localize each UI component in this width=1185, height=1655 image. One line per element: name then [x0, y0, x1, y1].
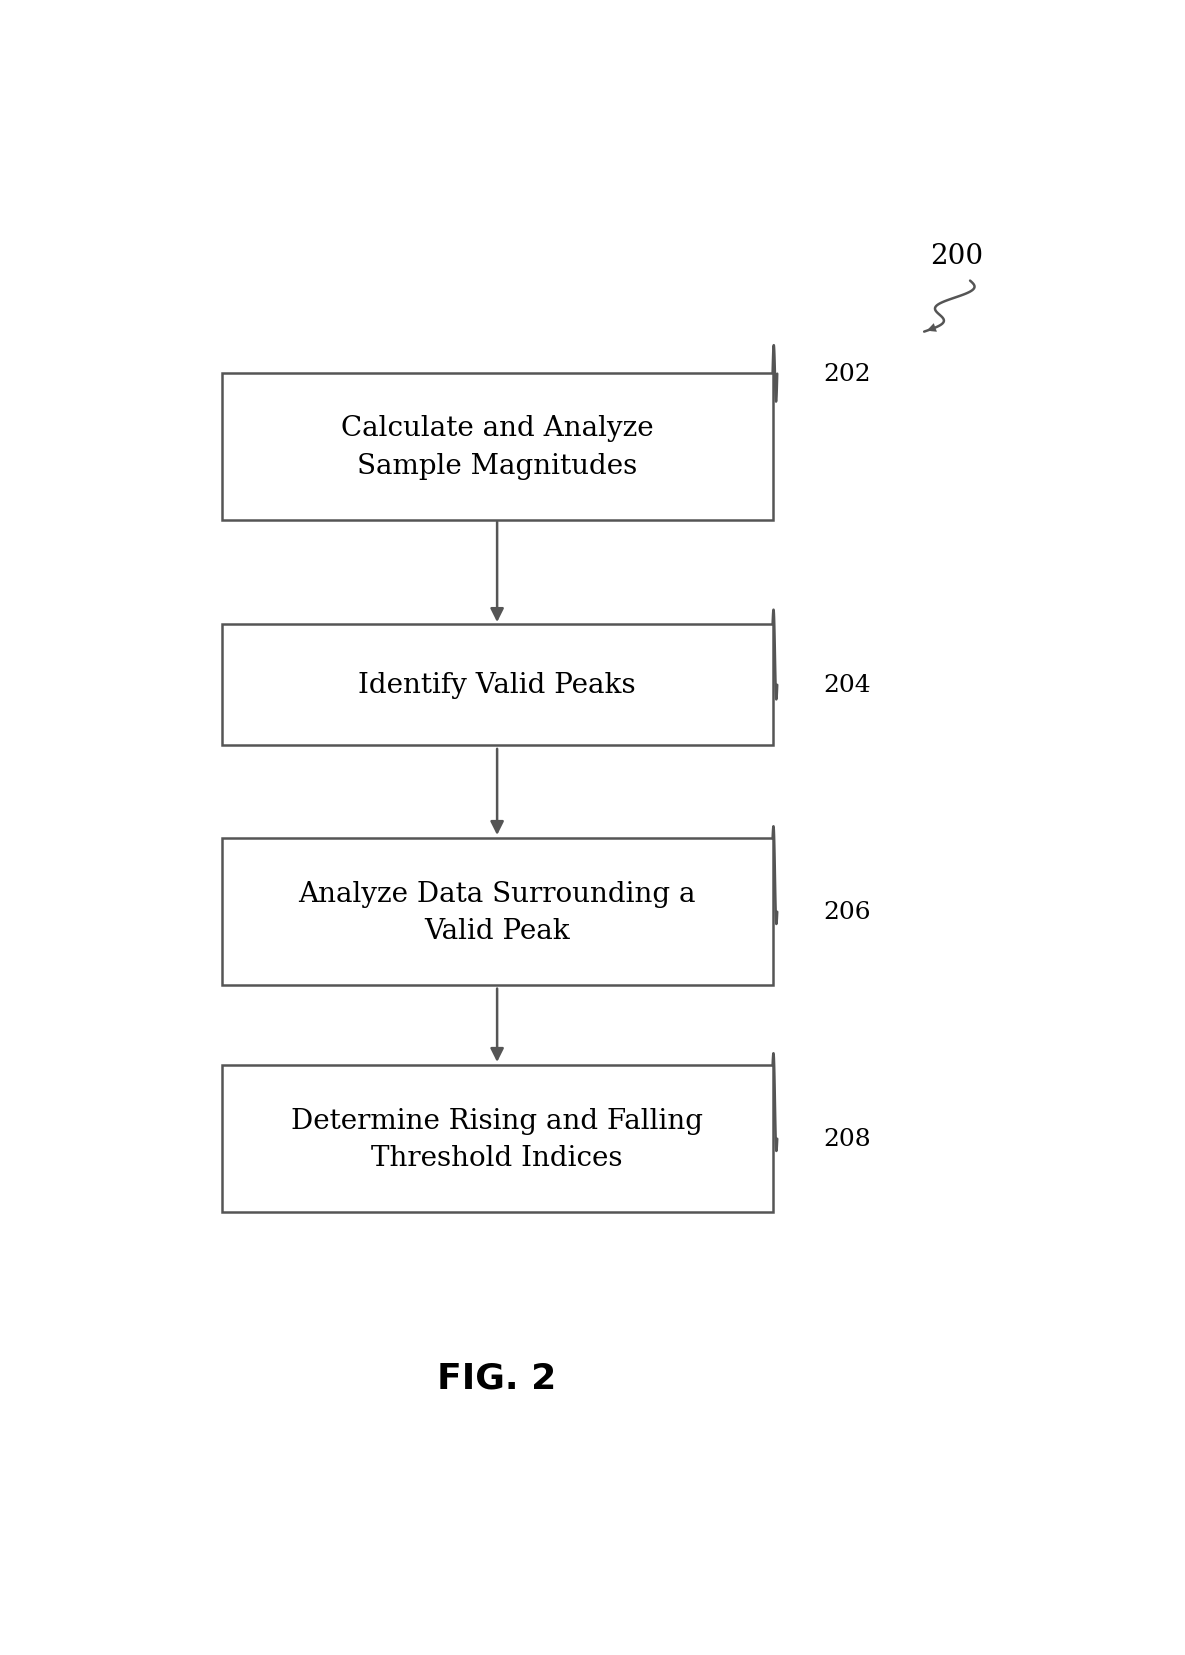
- Text: 208: 208: [824, 1127, 871, 1150]
- FancyBboxPatch shape: [222, 1066, 773, 1213]
- FancyBboxPatch shape: [222, 374, 773, 520]
- Text: Identify Valid Peaks: Identify Valid Peaks: [358, 672, 636, 698]
- Text: 202: 202: [824, 362, 871, 386]
- Text: Analyze Data Surrounding a
Valid Peak: Analyze Data Surrounding a Valid Peak: [299, 880, 696, 945]
- Text: FIG. 2: FIG. 2: [437, 1360, 557, 1395]
- Text: Calculate and Analyze
Sample Magnitudes: Calculate and Analyze Sample Magnitudes: [341, 415, 653, 480]
- Text: 204: 204: [824, 674, 871, 697]
- Text: 206: 206: [824, 900, 871, 923]
- FancyBboxPatch shape: [222, 626, 773, 746]
- Text: Determine Rising and Falling
Threshold Indices: Determine Rising and Falling Threshold I…: [292, 1107, 703, 1172]
- Text: 200: 200: [930, 242, 982, 270]
- FancyBboxPatch shape: [222, 839, 773, 985]
